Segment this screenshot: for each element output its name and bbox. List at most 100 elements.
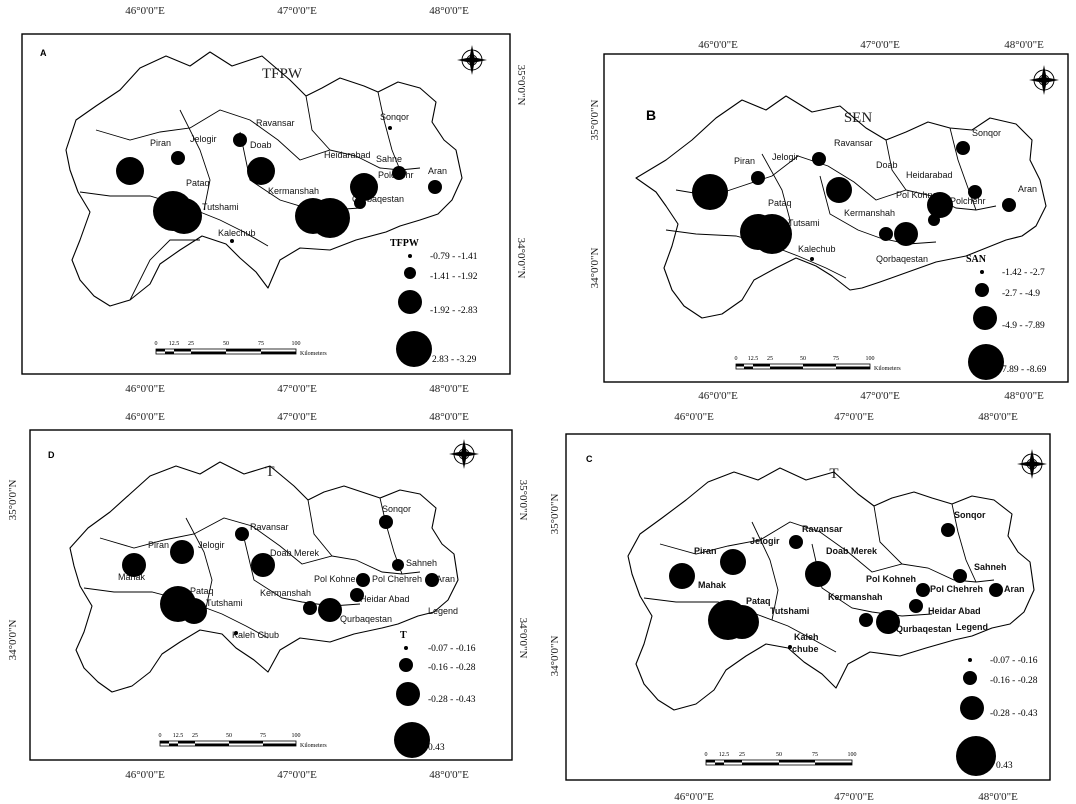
place-label: Tutsami xyxy=(788,218,820,228)
legend-symbol xyxy=(956,736,996,776)
legend-label: -0.07 - -0.16 xyxy=(428,644,476,654)
station-symbol xyxy=(388,126,392,130)
station-symbol xyxy=(303,601,317,615)
lat-label: 34°0'0"N xyxy=(515,238,527,279)
legend-label: -0.28 - -0.43 xyxy=(428,695,476,705)
legend-symbol xyxy=(408,254,412,258)
lon-label: 47°0'0"E xyxy=(834,791,874,803)
place-labels: Piran Jelogir Ravansar Sonqor Doab Merek… xyxy=(694,510,1025,654)
lon-label: 46°0'0"E xyxy=(125,5,165,17)
station-symbol xyxy=(181,598,207,624)
place-label: Qurbaqestan xyxy=(896,624,952,634)
station-symbol xyxy=(166,198,202,234)
place-label: Kermanshah xyxy=(268,186,319,196)
svg-text:100: 100 xyxy=(292,341,301,347)
place-label: Tutshami xyxy=(770,606,809,616)
place-label: Sahneh xyxy=(974,562,1007,572)
station-symbol xyxy=(826,177,852,203)
station-symbol xyxy=(392,559,404,571)
place-label: Ravansar xyxy=(256,118,295,128)
lon-label: 46°0'0"E xyxy=(674,791,714,803)
legend-symbol xyxy=(975,283,989,297)
station-symbol xyxy=(116,157,144,185)
place-label: Pataq xyxy=(768,198,792,208)
lon-label: 46°0'0"E xyxy=(698,39,738,51)
legend-label: -0.16 - -0.28 xyxy=(428,663,476,673)
station-symbol xyxy=(953,569,967,583)
legend-symbol xyxy=(960,696,984,720)
station-symbol xyxy=(350,173,378,201)
station-symbol xyxy=(909,599,923,613)
svg-text:Kilometers: Kilometers xyxy=(300,351,327,357)
place-label: Pol Kohne xyxy=(896,190,938,200)
legend: SAN -1.42 - -2.7 -2.7 - -4.9 -4.9 - -7.8… xyxy=(966,254,1047,380)
svg-text:75: 75 xyxy=(833,356,839,362)
svg-text:25: 25 xyxy=(767,356,773,362)
station-symbol xyxy=(859,613,873,627)
lon-label: 48°0'0"E xyxy=(1004,390,1044,402)
place-label: Tutshami xyxy=(206,598,243,608)
svg-text:25: 25 xyxy=(188,341,194,347)
station-symbol xyxy=(379,515,393,529)
legend-symbol xyxy=(968,344,1004,380)
svg-text:25: 25 xyxy=(192,733,198,739)
station-symbol xyxy=(392,166,406,180)
lat-label: 34°0'0"N xyxy=(549,636,561,677)
place-label: Pol Kohneh xyxy=(866,574,916,584)
place-label: Doab Merek xyxy=(270,548,320,558)
lon-label: 48°0'0"E xyxy=(978,411,1018,423)
place-label: Aran xyxy=(436,574,455,584)
map-frame xyxy=(29,429,513,761)
legend-label: -1.41 - -1.92 xyxy=(430,272,478,282)
place-label: Piran xyxy=(150,138,171,148)
legend-label: -4.9 - -7.89 xyxy=(1002,321,1045,331)
lon-label: 48°0'0"E xyxy=(429,769,469,781)
scale-bar: 0 12.5 25 50 75 100 Kilometers xyxy=(155,341,328,357)
place-label: Kermanshah xyxy=(828,592,883,602)
legend-symbol xyxy=(396,331,432,367)
map-panel-c: 46°0'0"E 47°0'0"E 48°0'0"E 46°0'0"E 47°0… xyxy=(536,402,1076,804)
lat-label: 35°0'0"N xyxy=(515,65,527,106)
place-labels: Piran Jelogir Ravansar Sonqor Doab Heida… xyxy=(734,128,1037,264)
place-label: Kermanshah xyxy=(844,208,895,218)
station-symbol xyxy=(956,141,970,155)
lat-label: 35°0'0"N xyxy=(517,480,529,521)
station-symbol xyxy=(788,645,792,649)
lat-label: 35°0'0"N xyxy=(7,480,19,521)
legend-label: 2.83 - -3.29 xyxy=(432,355,477,365)
lon-label: 47°0'0"E xyxy=(277,5,317,17)
place-label: Sonqor xyxy=(972,128,1001,138)
legend: T -0.07 - -0.16 -0.16 - -0.28 -0.28 - -0… xyxy=(394,630,476,758)
north-arrow-icon xyxy=(1029,65,1059,95)
lon-label: 47°0'0"E xyxy=(277,769,317,781)
station-symbol xyxy=(171,151,185,165)
place-label: Qurbaqestan xyxy=(340,614,392,624)
lon-label: 46°0'0"E xyxy=(125,411,165,423)
lon-label: 47°0'0"E xyxy=(277,411,317,423)
station-symbol xyxy=(122,553,146,577)
station-symbol xyxy=(725,605,759,639)
scale-bar: 0 12.5 25 50 75 100 Kilometers xyxy=(735,356,902,372)
place-label: Kermanshah xyxy=(260,588,311,598)
lon-label: 46°0'0"E xyxy=(125,769,165,781)
lat-label: 34°0'0"N xyxy=(517,618,529,659)
lon-label: 48°0'0"E xyxy=(429,411,469,423)
station-symbol xyxy=(927,192,953,218)
station-symbol xyxy=(318,598,342,622)
place-label: Pol Chehreh xyxy=(372,574,422,584)
station-symbol xyxy=(350,588,364,602)
map-frame xyxy=(565,433,1051,781)
legend-label: -0.79 - -1.41 xyxy=(430,252,478,262)
legend-title: SAN xyxy=(966,254,987,265)
place-label: Aran xyxy=(428,166,447,176)
station-symbol xyxy=(354,197,366,209)
place-label: Legend xyxy=(428,606,458,616)
panel-letter: C xyxy=(586,454,593,464)
legend: TFPW -0.79 - -1.41 -1.41 - -1.92 -1.92 -… xyxy=(390,238,478,367)
lon-label: 46°0'0"E xyxy=(674,411,714,423)
legend-symbol xyxy=(404,267,416,279)
station-symbol xyxy=(230,239,234,243)
place-label: Qorbaqestan xyxy=(876,254,928,264)
svg-text:75: 75 xyxy=(258,341,264,347)
lon-label: 48°0'0"E xyxy=(978,791,1018,803)
